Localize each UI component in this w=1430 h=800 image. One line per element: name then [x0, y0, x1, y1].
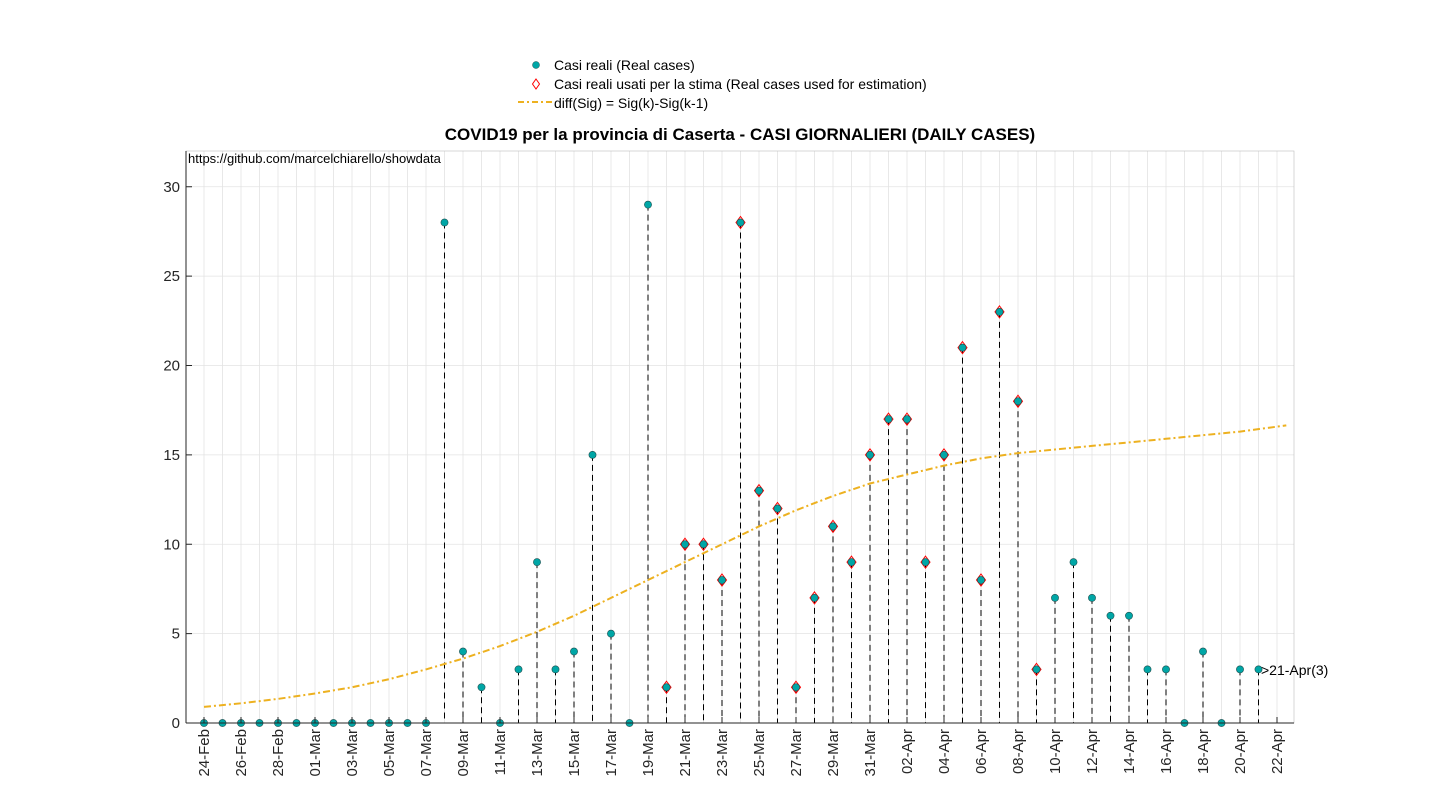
x-tick-label: 05-Mar	[381, 729, 398, 777]
x-tick-label: 24-Feb	[196, 729, 213, 777]
x-tick-label: 23-Mar	[714, 729, 731, 777]
end-annotation: >21-Apr(3)	[1261, 662, 1328, 678]
y-tick-label: 20	[163, 358, 180, 375]
x-tick-label: 02-Apr	[899, 729, 916, 774]
x-tick-label: 20-Apr	[1232, 729, 1249, 774]
legend: Casi reali (Real cases) Casi reali usati…	[518, 57, 927, 111]
x-tick-label: 10-Apr	[1047, 729, 1064, 774]
y-tick-label: 5	[172, 626, 180, 643]
x-axis-ticks: 24-Feb 26-Feb 28-Feb 01-Mar 03-Mar 05-Mar 07-M…	[196, 717, 1286, 777]
data-point	[1051, 593, 1059, 602]
data-point	[459, 647, 467, 656]
data-point	[699, 540, 708, 549]
x-tick-label: 01-Mar	[307, 729, 324, 777]
x-tick-label: 28-Feb	[270, 729, 287, 777]
x-tick-label: 09-Mar	[455, 729, 472, 777]
legend-diff-sig-label: diff(Sig) = Sig(k)-Sig(k-1)	[554, 95, 708, 111]
data-point	[533, 558, 541, 567]
legend-estimation-marker	[531, 78, 541, 90]
data-point	[1106, 611, 1115, 620]
x-tick-label: 12-Apr	[1084, 729, 1101, 774]
data-point	[1088, 593, 1096, 602]
x-tick-label: 22-Apr	[1269, 729, 1286, 774]
x-tick-label: 17-Mar	[603, 729, 620, 777]
data-point	[1069, 558, 1078, 567]
x-tick-label: 19-Mar	[640, 729, 657, 777]
data-point	[921, 558, 930, 567]
data-point	[440, 218, 449, 227]
y-tick-label: 0	[172, 715, 180, 732]
x-tick-label: 29-Mar	[825, 729, 842, 777]
data-point	[736, 218, 745, 227]
data-point	[570, 647, 578, 656]
data-point	[940, 450, 948, 459]
x-tick-label: 27-Mar	[788, 729, 805, 777]
x-tick-label: 14-Apr	[1121, 729, 1138, 774]
data-point	[1032, 665, 1041, 674]
x-tick-label: 31-Mar	[862, 729, 879, 777]
x-tick-label: 06-Apr	[973, 729, 990, 774]
data-point	[1199, 647, 1207, 656]
legend-real-cases-label: Casi reali (Real cases)	[554, 57, 695, 73]
x-tick-label: 21-Mar	[677, 729, 694, 777]
data-point	[810, 593, 819, 602]
data-point	[644, 200, 652, 209]
diff-sig-curve	[203, 424, 1287, 708]
data-point	[829, 522, 837, 531]
y-tick-label: 30	[163, 179, 180, 196]
data-point	[477, 683, 486, 692]
x-tick-label: 04-Apr	[936, 729, 953, 774]
data-point	[866, 450, 874, 459]
data-point	[773, 504, 782, 513]
data-point	[1125, 611, 1133, 620]
x-tick-label: 15-Mar	[566, 729, 583, 777]
data-point	[681, 540, 689, 549]
x-tick-label: 25-Mar	[751, 729, 768, 777]
data-point	[995, 307, 1004, 316]
data-point	[958, 343, 967, 352]
data-point	[755, 486, 763, 495]
data-point	[514, 665, 523, 674]
data-point	[1254, 665, 1263, 674]
x-tick-label: 11-Mar	[492, 729, 509, 775]
legend-real-cases-marker	[532, 61, 540, 69]
data-point	[607, 629, 615, 638]
data-point	[662, 683, 671, 692]
x-tick-label: 03-Mar	[344, 729, 361, 777]
data-point	[792, 683, 800, 692]
data-point	[1143, 665, 1152, 674]
data-point	[977, 576, 985, 584]
x-tick-label: 07-Mar	[418, 729, 435, 777]
x-tick-label: 18-Apr	[1195, 729, 1212, 774]
chart-title: COVID19 per la provincia di Caserta - CA…	[445, 125, 1035, 144]
data-point	[718, 576, 726, 584]
x-tick-label: 16-Apr	[1158, 729, 1175, 774]
x-tick-label: 26-Feb	[233, 729, 250, 777]
data-point	[1236, 665, 1244, 674]
data-point	[847, 558, 856, 567]
source-note: https://github.com/marcelchiarello/showd…	[188, 151, 442, 166]
data-point	[1014, 397, 1022, 406]
y-tick-label: 10	[163, 536, 180, 553]
data-point	[588, 450, 597, 459]
legend-estimation-label: Casi reali usati per la stima (Real case…	[554, 76, 927, 92]
data-point	[884, 415, 893, 424]
y-tick-label: 25	[163, 268, 180, 285]
data-point	[1162, 665, 1170, 674]
data-point	[903, 415, 911, 424]
x-tick-label: 08-Apr	[1010, 729, 1027, 774]
x-tick-label: 13-Mar	[529, 729, 546, 777]
y-tick-label: 15	[163, 447, 180, 464]
data-point	[551, 665, 560, 674]
y-axis-ticks: 0 5 10 15 20 25 30	[163, 179, 192, 732]
